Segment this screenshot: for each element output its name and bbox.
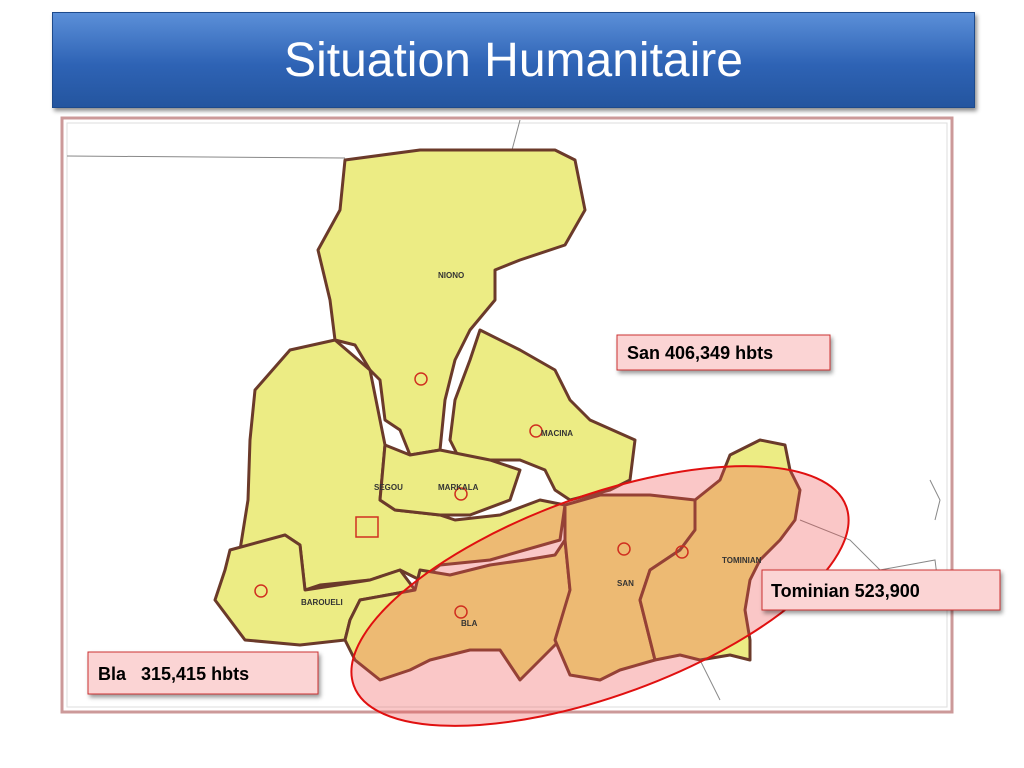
district-niono (316, 148, 587, 457)
district-macina (448, 328, 637, 502)
district-label: SEGOU (374, 483, 403, 492)
district-markala (378, 443, 522, 517)
callout-text: Tominian 523,900 (771, 581, 920, 601)
town-markers (254, 372, 689, 619)
title-bar: Situation Humanitaire (52, 12, 975, 108)
district-label: MACINA (541, 429, 573, 438)
callout-text: San 406,349 hbts (627, 343, 773, 363)
callout-text: Bla 315,415 hbts (98, 664, 249, 684)
district-label: BAROUELI (301, 598, 343, 607)
map-inner-frame (66, 122, 948, 708)
district-label: TOMINIAN (722, 556, 762, 565)
district-label: SAN (617, 579, 634, 588)
callout-box (87, 651, 319, 695)
district-label: NIONO (438, 271, 464, 280)
district-label: BLA (461, 619, 478, 628)
callout-box (616, 334, 831, 371)
affected-zone (350, 465, 850, 727)
districts (213, 148, 802, 682)
district-labels: NIONO MACINA SEGOU MARKALA BAROUELI BLA … (301, 271, 762, 628)
callout-box (761, 569, 1001, 611)
district-tominian (638, 438, 802, 662)
title: Situation Humanitaire (284, 34, 743, 87)
district-label: MARKALA (438, 483, 479, 492)
